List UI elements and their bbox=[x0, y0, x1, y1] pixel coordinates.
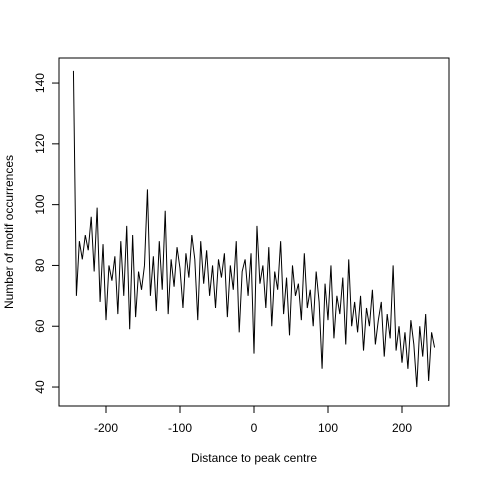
y-tick-label: 120 bbox=[33, 134, 47, 154]
y-axis-label: Number of motif occurrences bbox=[2, 155, 16, 309]
x-tick-label: 200 bbox=[392, 421, 412, 435]
x-tick-label: -200 bbox=[94, 421, 118, 435]
plot-frame bbox=[58, 57, 450, 407]
x-axis-label: Distance to peak centre bbox=[191, 451, 317, 465]
y-tick-label: 80 bbox=[33, 258, 47, 272]
x-tick-label: 100 bbox=[318, 421, 338, 435]
data-line bbox=[72, 70, 436, 388]
x-tick-label: 0 bbox=[251, 421, 258, 435]
y-tick-label: 40 bbox=[33, 380, 47, 394]
x-tick-label: -100 bbox=[168, 421, 192, 435]
y-tick-label: 100 bbox=[33, 194, 47, 214]
y-tick-label: 140 bbox=[33, 73, 47, 93]
y-tick-label: 60 bbox=[33, 319, 47, 333]
